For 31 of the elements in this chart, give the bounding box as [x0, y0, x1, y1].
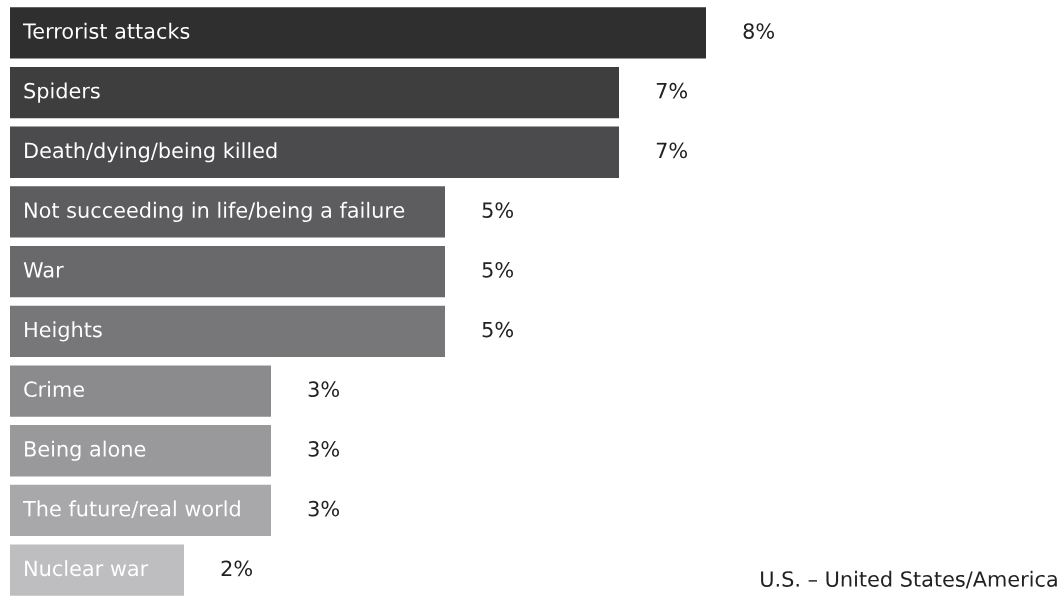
data-label: 3% [308, 441, 340, 457]
bar [10, 365, 271, 417]
y-tick-label: Not succeeding in life/being a failure [25, 201, 405, 223]
data-label: 8% [743, 23, 775, 39]
data-label: 3% [308, 381, 340, 398]
y-tick-label: Terrorist attacks [22, 22, 190, 39]
bar [10, 425, 271, 477]
y-tick-label: Nuclear war [25, 560, 149, 577]
y-tick-label: Being alone [25, 440, 146, 461]
bar [10, 66, 619, 119]
bar [10, 484, 271, 537]
data-label: 7% [656, 82, 688, 99]
bar [10, 544, 184, 596]
bar [10, 305, 445, 358]
data-label: 2% [221, 560, 253, 577]
y-tick-label: Crime [24, 380, 84, 398]
data-label: 7% [656, 142, 688, 159]
y-tick-label: Death/dying/being killed [25, 142, 277, 163]
bar [10, 126, 619, 178]
data-label: 5% [482, 261, 514, 278]
bar [10, 245, 445, 298]
data-label: 3% [308, 500, 340, 517]
y-tick-label: Heights [25, 321, 102, 342]
y-tick-label: Spiders [24, 82, 100, 103]
y-tick-label: War [23, 262, 64, 278]
y-tick-label: The future/real world [22, 500, 240, 519]
data-label: 5% [482, 202, 514, 218]
bar [10, 186, 445, 238]
data-label: 5% [482, 321, 514, 338]
bar [10, 7, 706, 59]
text: U.S. – United States/America [761, 570, 1057, 589]
